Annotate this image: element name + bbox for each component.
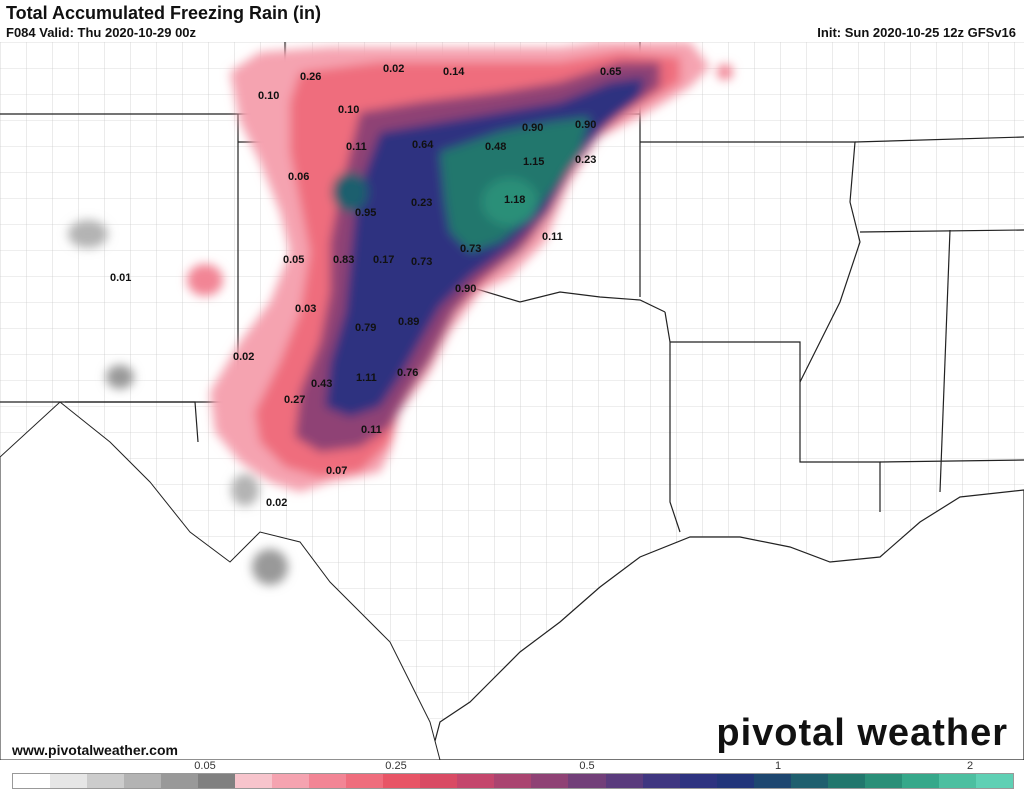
accumulation-value-label: 0.89: [398, 316, 419, 328]
accumulation-value-label: 0.23: [411, 197, 432, 209]
accumulation-value-label: 0.10: [258, 90, 279, 102]
color-legend-swatch: [494, 774, 532, 788]
color-legend-swatch: [938, 774, 976, 788]
init-time: Init: Sun 2020-10-25 12z GFSv16: [817, 25, 1016, 40]
accumulation-value-label: 0.01: [110, 272, 131, 284]
color-legend-swatch: [161, 774, 199, 788]
color-legend-swatch: [420, 774, 458, 788]
accumulation-value-label: 0.06: [288, 171, 309, 183]
accumulation-value-label: 0.11: [361, 424, 382, 436]
color-legend-swatch: [531, 774, 569, 788]
accumulation-value-label: 0.27: [284, 394, 305, 406]
accumulation-value-label: 0.83: [333, 254, 354, 266]
color-legend-swatch: [383, 774, 421, 788]
color-legend-swatch: [272, 774, 310, 788]
accumulation-value-label: 0.65: [600, 66, 621, 78]
color-legend-swatch: [716, 774, 754, 788]
value-labels: 0.26 0.02 0.14 0.65 0.10 0.10 0.90 0.90 0.11 0.64…: [110, 63, 621, 509]
accumulation-value-label: 0.14: [443, 66, 465, 78]
accumulation-value-label: 0.73: [411, 256, 432, 268]
brand-logo: pivotal weather: [710, 712, 1014, 755]
color-legend-swatch: [901, 774, 939, 788]
accumulation-value-label: 0.02: [233, 351, 254, 363]
accumulation-value-label: 0.02: [383, 63, 404, 75]
color-legend-swatch: [975, 774, 1013, 788]
accumulation-value-label: 0.73: [460, 243, 481, 255]
color-legend-swatch: [568, 774, 606, 788]
color-legend-swatch: [753, 774, 791, 788]
color-legend-swatch: [605, 774, 643, 788]
accumulation-value-label: 0.64: [412, 139, 434, 151]
accumulation-value-label: 0.95: [355, 207, 376, 219]
color-legend-swatch: [864, 774, 902, 788]
accumulation-value-label: 0.23: [575, 154, 596, 166]
accumulation-value-label: 0.17: [373, 254, 394, 266]
color-legend-swatch: [309, 774, 347, 788]
accumulation-value-label: 0.26: [300, 71, 321, 83]
color-legend-swatch: [235, 774, 273, 788]
valid-time: F084 Valid: Thu 2020-10-29 00z: [6, 25, 197, 40]
accumulation-value-label: 0.05: [283, 254, 304, 266]
color-legend-label: 1: [774, 760, 782, 772]
color-legend-swatch: [87, 774, 125, 788]
color-legend-label: 0.05: [194, 760, 216, 772]
accumulation-value-label: 0.11: [346, 141, 367, 153]
color-legend-swatch: [790, 774, 828, 788]
map-canvas: 0.26 0.02 0.14 0.65 0.10 0.10 0.90 0.90 0.11 0.64…: [0, 42, 1024, 760]
color-legend-swatch: [13, 774, 51, 788]
accumulation-value-label: 0.90: [522, 122, 543, 134]
accumulation-value-label: 1.11: [356, 372, 377, 384]
freezing-rain-shading: [68, 42, 733, 585]
accumulation-value-label: 0.11: [542, 231, 563, 243]
color-legend-swatch: [346, 774, 384, 788]
accumulation-value-label: 0.10: [338, 104, 359, 116]
color-legend-bar: [12, 773, 1014, 789]
color-legend-swatch: [679, 774, 717, 788]
accumulation-value-label: 1.15: [523, 156, 544, 168]
mexico-region: [0, 401, 441, 760]
color-legend-swatch: [457, 774, 495, 788]
color-legend-label: 2: [966, 760, 974, 772]
gulf-of-mexico: [429, 489, 1024, 760]
accumulation-value-label: 0.03: [295, 303, 316, 315]
accumulation-value-label: 0.76: [397, 367, 418, 379]
color-legend-label: 0.25: [385, 760, 407, 772]
accumulation-value-label: 0.07: [326, 465, 347, 477]
color-legend-swatch: [124, 774, 162, 788]
color-legend-label: 0.5: [579, 760, 595, 772]
accumulation-value-label: 0.90: [455, 283, 476, 295]
color-legend-swatch: [198, 774, 236, 788]
accumulation-value-label: 0.02: [266, 497, 287, 509]
map-title: Total Accumulated Freezing Rain (in): [6, 3, 322, 23]
accumulation-value-label: 0.79: [355, 322, 376, 334]
accumulation-value-label: 1.18: [504, 194, 525, 206]
accumulation-value-label: 0.48: [485, 141, 506, 153]
website-url[interactable]: www.pivotalweather.com: [12, 742, 178, 758]
color-legend-swatch: [642, 774, 680, 788]
accumulation-value-label: 0.90: [575, 119, 596, 131]
accumulation-value-label: 0.43: [311, 378, 332, 390]
weather-map: 0.26 0.02 0.14 0.65 0.10 0.10 0.90 0.90 0.11 0.64…: [0, 42, 1024, 760]
color-legend-swatch: [827, 774, 865, 788]
color-legend-swatch: [50, 774, 88, 788]
